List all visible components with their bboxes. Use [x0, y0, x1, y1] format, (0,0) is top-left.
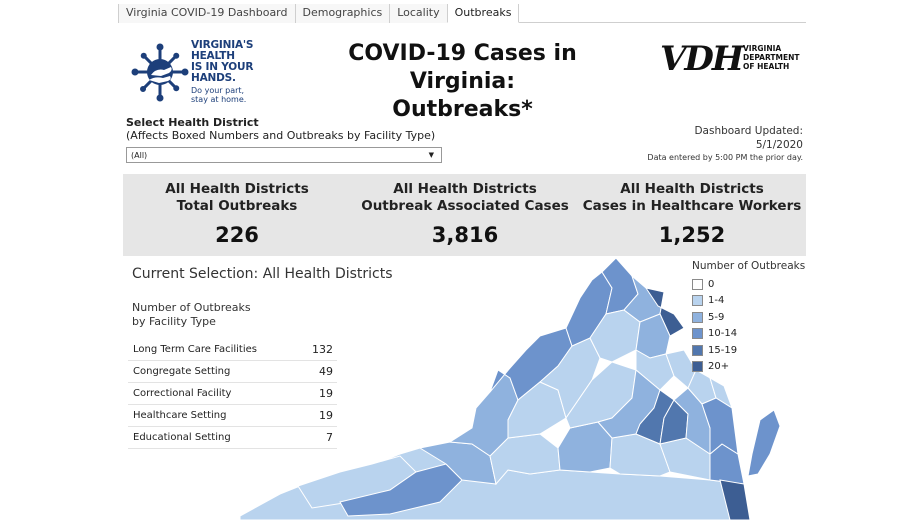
current-selection: Current Selection: All Health Districts: [132, 266, 393, 282]
legend-swatch: [692, 361, 703, 373]
table-row[interactable]: Correctional Facility 19: [128, 383, 337, 405]
map-legend: Number of Outbreaks 0 1-4 5-9 10-14 15-1…: [692, 260, 805, 375]
kpi-total-outbreaks: All Health Districts Total Outbreaks 226: [123, 174, 351, 247]
vdh-logo-text: VIRGINIA DEPARTMENT OF HEALTH: [743, 44, 800, 71]
legend-item[interactable]: 10-14: [692, 326, 805, 343]
table-row[interactable]: Long Term Care Facilities 132: [128, 339, 337, 361]
health-hands-logo: VIRGINIA'S HEALTH IS IN YOUR HANDS. Do y…: [131, 40, 256, 108]
legend-swatch: [692, 328, 703, 340]
page-title: COVID-19 Cases in Virginia: Outbreaks*: [348, 41, 577, 122]
map-district: [719, 479, 751, 521]
kpi-healthcare-workers: All Health Districts Cases in Healthcare …: [578, 174, 806, 247]
kpi-banner: All Health Districts Total Outbreaks 226 …: [123, 174, 806, 256]
legend-item[interactable]: 1-4: [692, 293, 805, 310]
legend-swatch: [692, 311, 703, 323]
kpi-outbreak-cases: All Health Districts Outbreak Associated …: [351, 174, 579, 247]
vdh-logo: VDH VIRGINIA DEPARTMENT OF HEALTH: [660, 39, 800, 79]
tab-locality[interactable]: Locality: [389, 4, 447, 23]
kpi-value: 3,816: [431, 223, 499, 247]
kpi-value: 1,252: [658, 223, 726, 247]
legend-swatch: [692, 278, 703, 290]
tab-demographics[interactable]: Demographics: [294, 4, 390, 23]
virus-hands-icon: [131, 43, 189, 102]
filter-subtitle: (Affects Boxed Numbers and Outbreaks by …: [126, 129, 436, 142]
map-district: [701, 397, 739, 456]
virginia-outbreak-map[interactable]: [240, 258, 780, 524]
dropdown-arrow-icon: ▼: [428, 151, 434, 159]
map-district: [747, 409, 780, 477]
map-district: [644, 287, 685, 337]
tab-dashboard[interactable]: Virginia COVID-19 Dashboard: [118, 4, 295, 23]
legend-swatch: [692, 295, 703, 307]
health-district-dropdown[interactable]: (All) ▼: [126, 147, 442, 163]
logo-wordmark: VIRGINIA'S HEALTH IS IN YOUR HANDS. Do y…: [191, 39, 254, 105]
facility-table: Long Term Care Facilities 132 Congregate …: [128, 339, 337, 449]
legend-swatch: [692, 344, 703, 356]
dropdown-value: (All): [131, 151, 148, 160]
tab-outbreaks[interactable]: Outbreaks: [446, 4, 520, 23]
table-row[interactable]: Healthcare Setting 19: [128, 405, 337, 427]
kpi-value: 226: [215, 223, 259, 247]
legend-item[interactable]: 15-19: [692, 342, 805, 359]
legend-item[interactable]: 5-9: [692, 309, 805, 326]
facility-table-title: Number of Outbreaks by Facility Type: [132, 301, 251, 328]
table-row[interactable]: Congregate Setting 49: [128, 361, 337, 383]
dashboard-updated: Dashboard Updated: 5/1/2020 Data entered…: [647, 125, 803, 162]
tab-bar: Virginia COVID-19 Dashboard Demographics…: [118, 4, 806, 23]
table-row[interactable]: Educational Setting 7: [128, 427, 337, 449]
legend-title: Number of Outbreaks: [692, 260, 806, 272]
legend-item[interactable]: 0: [692, 276, 805, 293]
legend-item[interactable]: 20+: [692, 359, 805, 376]
filter-title: Select Health District: [126, 116, 259, 129]
